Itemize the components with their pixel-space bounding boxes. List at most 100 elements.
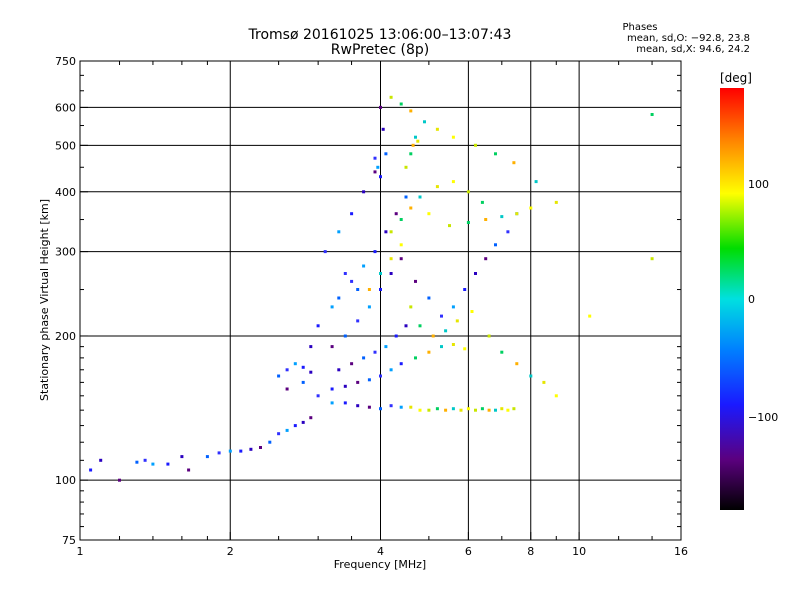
echo-point bbox=[285, 387, 289, 391]
echo-point bbox=[379, 105, 382, 109]
echo-point bbox=[466, 221, 470, 224]
echo-point bbox=[389, 404, 393, 408]
echo-point bbox=[409, 305, 413, 309]
echo-point bbox=[500, 215, 504, 219]
echo-point bbox=[554, 394, 558, 398]
echo-point bbox=[529, 374, 533, 378]
echo-point bbox=[187, 468, 191, 472]
echo-point bbox=[373, 170, 377, 174]
echo-point bbox=[180, 455, 184, 459]
echo-point bbox=[151, 462, 155, 466]
echo-point bbox=[337, 230, 341, 234]
echo-point bbox=[451, 180, 455, 184]
echo-point bbox=[217, 451, 221, 455]
echo-point bbox=[409, 152, 413, 156]
colorbar-label: [deg] bbox=[720, 71, 752, 85]
x-tick-label: 16 bbox=[674, 545, 688, 558]
echo-point bbox=[350, 212, 354, 216]
echo-point bbox=[427, 350, 431, 354]
echo-point bbox=[350, 362, 354, 366]
echo-point bbox=[389, 368, 393, 372]
echo-point bbox=[384, 230, 388, 234]
echo-point bbox=[512, 161, 516, 165]
echo-point bbox=[466, 407, 470, 411]
echo-point bbox=[166, 462, 170, 466]
echo-point bbox=[418, 195, 422, 199]
echo-point bbox=[293, 362, 297, 366]
plot-grid bbox=[80, 61, 681, 540]
echo-point bbox=[474, 143, 477, 147]
echo-point bbox=[494, 408, 497, 412]
echo-point bbox=[542, 380, 546, 384]
x-tick-label: 1 bbox=[77, 545, 84, 558]
echo-point bbox=[650, 113, 654, 116]
echo-point bbox=[474, 408, 477, 412]
echo-point bbox=[427, 212, 431, 216]
echo-point bbox=[376, 165, 380, 169]
x-tick-label: 6 bbox=[465, 545, 472, 558]
echo-point bbox=[389, 95, 393, 99]
echo-point bbox=[440, 345, 443, 349]
echo-point bbox=[404, 165, 408, 169]
y-tick-label: 600 bbox=[55, 101, 76, 114]
echo-point bbox=[389, 272, 393, 275]
echo-point bbox=[427, 408, 431, 412]
echo-point bbox=[409, 206, 413, 210]
echo-point bbox=[414, 279, 417, 283]
echo-point bbox=[330, 345, 334, 349]
echo-point bbox=[379, 288, 382, 291]
echo-point bbox=[484, 218, 488, 221]
echo-point bbox=[343, 272, 347, 275]
echo-point bbox=[394, 334, 398, 338]
echo-point bbox=[515, 212, 519, 216]
echo-point bbox=[384, 152, 388, 156]
echo-point bbox=[404, 324, 408, 328]
echo-point bbox=[416, 139, 420, 143]
echo-point bbox=[418, 324, 422, 328]
echo-point bbox=[435, 127, 439, 131]
x-tick-label: 4 bbox=[377, 545, 384, 558]
echo-point bbox=[418, 408, 422, 412]
y-tick-label: 300 bbox=[55, 246, 76, 259]
echo-point bbox=[379, 407, 382, 411]
echo-point bbox=[330, 387, 334, 391]
echo-point bbox=[356, 380, 360, 384]
echo-point bbox=[362, 264, 366, 268]
echo-point bbox=[362, 190, 366, 194]
echo-point bbox=[239, 449, 243, 453]
x-tick-label: 8 bbox=[527, 545, 534, 558]
echo-point bbox=[309, 416, 313, 420]
stats-heading: Phases bbox=[622, 22, 658, 33]
x-axis: 1 2 4 6 8 10 16 bbox=[77, 61, 688, 558]
echo-point bbox=[399, 102, 403, 106]
echo-point bbox=[89, 468, 93, 472]
y-tick-label: 750 bbox=[55, 55, 76, 68]
echo-point bbox=[316, 324, 320, 328]
stats-x-mode: mean, sd,X: 94.6, 24.2 bbox=[636, 44, 750, 55]
echo-point bbox=[512, 407, 516, 411]
echo-point bbox=[444, 408, 448, 412]
echo-point bbox=[480, 200, 484, 204]
echo-point bbox=[228, 449, 232, 453]
echo-point bbox=[414, 356, 417, 360]
echo-point bbox=[494, 243, 497, 247]
echo-point bbox=[277, 374, 281, 378]
echo-point bbox=[337, 368, 341, 372]
echo-point bbox=[367, 405, 371, 409]
echo-point bbox=[389, 257, 393, 261]
echo-point bbox=[411, 143, 415, 147]
echo-point bbox=[515, 362, 519, 366]
echo-point bbox=[384, 345, 388, 349]
echo-point bbox=[459, 408, 463, 412]
echo-point bbox=[362, 356, 366, 360]
y-axis: 75 100 200 300 400 500 600 750 bbox=[55, 55, 681, 547]
echo-point bbox=[330, 305, 334, 309]
echo-point bbox=[404, 195, 408, 199]
echo-point bbox=[135, 460, 139, 464]
echo-point bbox=[356, 319, 360, 323]
echo-point bbox=[373, 350, 377, 354]
echo-point bbox=[444, 329, 448, 333]
echo-point bbox=[470, 310, 474, 313]
y-tick-label: 100 bbox=[55, 474, 76, 487]
